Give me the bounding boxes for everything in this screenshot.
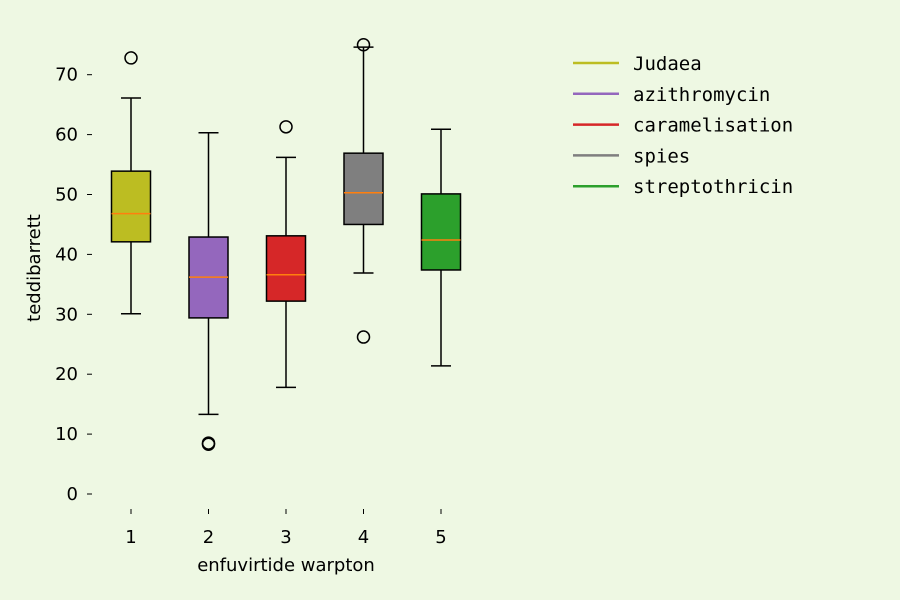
y-tick-label: 0	[67, 484, 78, 505]
outlier-point	[356, 330, 371, 344]
outlier-point	[356, 38, 371, 52]
x-tick-label: 4	[358, 527, 369, 548]
legend-label: Judaea	[633, 53, 702, 75]
y-axis-label: teddibarrett	[24, 214, 45, 322]
box	[343, 152, 384, 226]
y-axis: 0 10 20 30 40 50 60 70	[55, 65, 92, 505]
legend-label: spies	[633, 145, 690, 167]
x-tick-label: 3	[280, 527, 291, 548]
legend-label: streptothricin	[633, 176, 793, 198]
x-axis-label: enfuvirtide warpton	[197, 555, 375, 576]
box-group	[420, 128, 462, 367]
box-group	[110, 51, 152, 315]
box-group	[343, 38, 384, 344]
boxes	[110, 38, 462, 452]
y-tick-label: 40	[55, 244, 78, 265]
y-tick-label: 50	[55, 185, 78, 206]
box	[420, 193, 462, 271]
legend-label: caramelisation	[633, 115, 793, 137]
outlier-point	[124, 51, 138, 65]
outlier-point	[201, 437, 216, 452]
x-tick-label: 1	[125, 527, 136, 548]
outlier-point	[279, 120, 293, 134]
y-tick-label: 20	[55, 364, 78, 385]
box	[265, 235, 307, 302]
y-tick-label: 10	[55, 424, 78, 445]
legend: Judaea azithromycin caramelisation spies str…	[573, 53, 793, 198]
box-group	[188, 132, 229, 452]
y-tick-label: 70	[55, 65, 78, 86]
box-group	[265, 120, 307, 389]
x-axis: 1 2 3 4 5	[125, 509, 447, 548]
x-tick-label: 2	[203, 527, 214, 548]
y-tick-label: 60	[55, 125, 78, 146]
legend-label: azithromycin	[633, 84, 770, 106]
x-tick-label: 5	[435, 527, 446, 548]
box	[110, 170, 152, 243]
y-tick-label: 30	[55, 304, 78, 325]
